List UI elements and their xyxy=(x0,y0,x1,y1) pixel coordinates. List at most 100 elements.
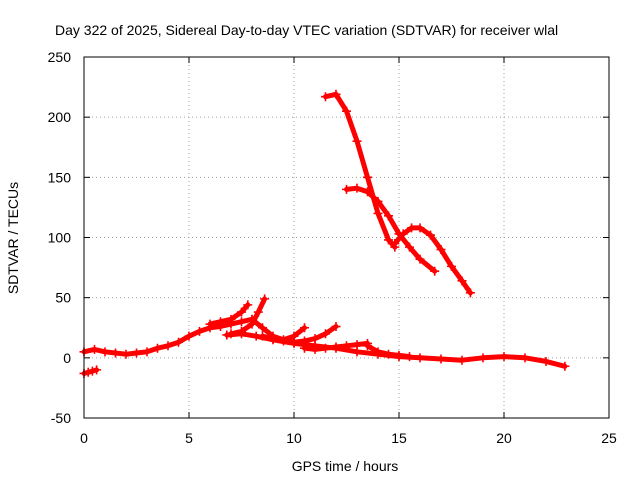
data-point xyxy=(300,343,309,353)
data-point xyxy=(465,288,475,298)
data-point xyxy=(363,172,372,182)
data-point xyxy=(289,337,299,347)
data-point xyxy=(363,341,372,351)
data-point xyxy=(153,343,162,353)
data-point xyxy=(258,331,267,341)
data-point xyxy=(352,183,362,193)
series-sat-k xyxy=(390,223,475,298)
y-tick-label: 0 xyxy=(63,350,71,366)
data-point xyxy=(195,326,204,336)
series-sat-b xyxy=(79,365,102,378)
data-point xyxy=(390,239,400,249)
data-point xyxy=(342,106,351,116)
y-tick-label: 250 xyxy=(48,49,72,65)
data-point xyxy=(352,340,362,350)
data-point xyxy=(394,350,404,360)
data-point xyxy=(243,300,253,310)
data-point xyxy=(342,184,351,194)
data-point xyxy=(258,323,267,333)
y-tick-label: 100 xyxy=(48,230,72,246)
series-line-sat-k xyxy=(392,225,473,296)
data-point xyxy=(457,355,467,365)
series-sat-h xyxy=(300,338,372,354)
data-point xyxy=(415,353,425,363)
data-point xyxy=(222,330,232,340)
data-point xyxy=(363,187,372,197)
series-line-sat-i xyxy=(323,91,398,250)
y-axis-label: SDTVAR / TECUs xyxy=(5,182,21,294)
data-point xyxy=(237,307,246,317)
data-point xyxy=(436,245,446,255)
y-tick-label: 50 xyxy=(55,290,71,306)
data-point xyxy=(132,348,141,358)
data-point xyxy=(331,89,341,99)
data-point xyxy=(92,365,102,375)
data-point xyxy=(373,196,383,206)
x-tick-label: 15 xyxy=(391,430,407,446)
x-tick-label: 25 xyxy=(601,430,617,446)
data-point xyxy=(405,352,414,362)
data-point xyxy=(384,349,393,359)
series-sat-i xyxy=(321,89,400,252)
data-point xyxy=(279,336,288,346)
data-point xyxy=(184,331,194,341)
data-point xyxy=(331,342,341,352)
data-point xyxy=(321,92,330,102)
data-point xyxy=(111,348,120,358)
data-point xyxy=(398,229,408,239)
data-point xyxy=(321,343,330,353)
data-point xyxy=(321,329,330,339)
data-point xyxy=(83,367,93,377)
data-point xyxy=(163,341,173,351)
data-point xyxy=(331,322,341,332)
data-point xyxy=(373,347,383,357)
data-point xyxy=(384,235,393,245)
axis-layer: 0 5 10 15 20 25 -50 0 50 100 150 200 250 xyxy=(48,49,617,446)
series-sat-g xyxy=(258,322,341,347)
data-point xyxy=(121,349,131,359)
series-sat-c xyxy=(205,300,253,329)
data-point xyxy=(560,361,570,371)
data-point xyxy=(310,334,320,344)
data-point xyxy=(310,344,320,354)
data-point xyxy=(90,344,99,354)
data-point xyxy=(216,317,225,327)
x-tick-label: 10 xyxy=(286,430,302,446)
data-point xyxy=(205,319,215,329)
y-tick-label: 150 xyxy=(48,169,72,185)
data-point xyxy=(300,323,309,333)
data-point xyxy=(237,329,246,339)
data-point xyxy=(253,307,263,317)
data-point xyxy=(373,208,383,218)
data-point xyxy=(405,242,414,252)
data-point xyxy=(520,353,530,363)
data-point xyxy=(415,254,425,264)
data-point xyxy=(430,266,440,276)
data-point xyxy=(478,353,488,363)
data-point xyxy=(499,352,509,362)
y-tick-label: 200 xyxy=(48,109,72,125)
chart-title: Day 322 of 2025, Sidereal Day-to-day VTE… xyxy=(55,22,558,38)
data-point xyxy=(260,294,270,304)
data-point xyxy=(237,317,246,327)
data-point xyxy=(415,223,425,233)
x-tick-label: 0 xyxy=(80,430,88,446)
data-point xyxy=(457,276,467,286)
data-point xyxy=(226,314,236,324)
data-point xyxy=(268,334,278,344)
data-point xyxy=(100,347,110,357)
x-tick-label: 5 xyxy=(185,430,193,446)
data-point xyxy=(447,261,456,271)
data-point xyxy=(87,366,97,376)
data-point xyxy=(352,136,362,146)
data-point xyxy=(541,356,551,366)
data-point xyxy=(174,337,183,347)
series-sat-j xyxy=(342,183,440,276)
data-point xyxy=(247,314,257,324)
y-tick-label: -50 xyxy=(51,410,71,426)
data-point xyxy=(342,341,351,351)
x-axis-label: GPS time / hours xyxy=(292,458,399,474)
data-point xyxy=(426,230,435,240)
